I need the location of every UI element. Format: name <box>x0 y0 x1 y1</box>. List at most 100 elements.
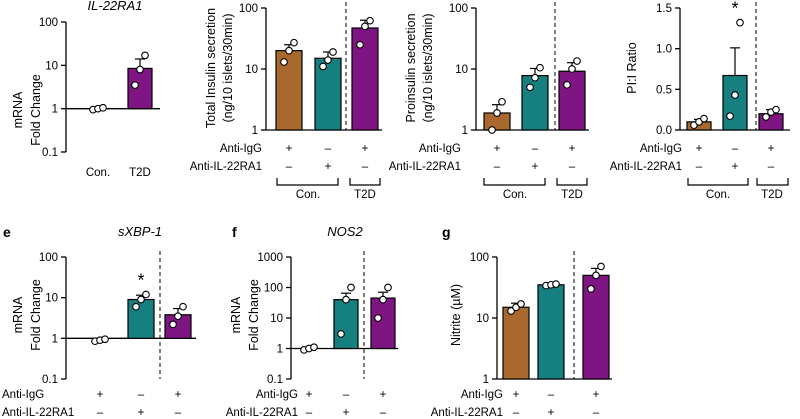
panel-a-title: IL-22RA1 <box>88 0 143 13</box>
panel-c-row-label-1: Anti-IL-22RA1 <box>389 161 461 173</box>
panel-g-mark-1-1: + <box>548 407 555 419</box>
panel-c-mark-0-1: – <box>532 143 539 155</box>
panel-c-ylabel-line1: Proinsulin secretion <box>404 13 418 122</box>
panel-b-group-con: Con. <box>296 189 320 201</box>
panel-c-point <box>531 73 539 82</box>
panel-e-mark-0-1: – <box>138 389 145 401</box>
panel-f-point <box>379 295 387 304</box>
panel-b-plot: 1 10 100 <box>239 2 382 137</box>
panel-b-bracket-t2d <box>349 178 381 186</box>
panel-c-point <box>536 63 544 72</box>
panel-e-point <box>174 312 182 321</box>
panel-a: IL-22RA1 mRNA Fold Change 0.1 1 10 100 Con.… <box>11 0 160 179</box>
panel-c-mark-0-2: + <box>569 143 576 155</box>
panel-c-point <box>573 57 581 65</box>
panel-d-significance-star: * <box>731 0 738 19</box>
panel-d-bar-1 <box>722 74 748 131</box>
panel-c-point <box>568 65 576 73</box>
panel-c-ytick-label: 1 <box>462 125 468 137</box>
panel-a-point <box>131 81 139 89</box>
panel-c-ylabel-line2: (ng/10 islets/30min) <box>421 13 435 122</box>
panel-b-bracket-con <box>276 178 339 186</box>
panel-b-point <box>329 48 337 56</box>
panel-f-mark-0-2: + <box>380 389 387 401</box>
panel-c-group-t2d: T2D <box>561 189 583 201</box>
panel-a-ytick-label: 10 <box>45 60 58 72</box>
panel-d-point <box>700 114 708 123</box>
panel-b-mark-1-0: – <box>286 161 293 173</box>
panel-e-ytick-label: 1 <box>52 333 58 345</box>
panel-d-mark-1-0: – <box>696 161 703 173</box>
panel-e-mark-0-2: + <box>175 389 182 401</box>
panel-g: g Nitrite (µM) 1 10 100 Anti-IgG Anti-IL-2… <box>431 224 612 419</box>
panel-g-mark-1-2: – <box>593 407 600 419</box>
panel-g-point <box>517 300 525 308</box>
panel-e-point <box>142 290 150 299</box>
panel-d-bracket-con <box>687 178 749 186</box>
panel-a-plot: 0.1 1 10 100 <box>39 17 160 159</box>
panel-a-ytick-label: 0.1 <box>42 147 58 159</box>
panel-d-point <box>736 18 744 27</box>
panel-f-ytick-label: 100 <box>264 283 283 295</box>
panel-b-bar-1 <box>314 57 342 131</box>
panel-g-bar-1 <box>537 284 565 380</box>
panel-f-point <box>342 295 350 304</box>
panel-g-ytick-label: 1 <box>483 374 489 386</box>
panel-g-row-label-1: Anti-IL-22RA1 <box>431 407 503 419</box>
panel-e-ytick-label: 100 <box>39 252 58 264</box>
panel-g-ylabel: Nitrite (µM) <box>449 284 463 346</box>
panel-f-row-label-1: Anti-IL-22RA1 <box>226 407 298 419</box>
panel-e-significance-star: * <box>137 270 144 290</box>
panel-f: f NOS2 mRNA Fold Change 0.1 1 10 100 1000 An… <box>226 224 398 419</box>
panel-c-bar-2 <box>558 70 586 131</box>
panel-e-point <box>132 302 140 311</box>
panel-a-ylabel-line1: mRNA <box>11 91 25 128</box>
panel-e: e sXBP-1 mRNA Fold Change 0.1 1 10 100 * Ant… <box>2 224 196 419</box>
panel-d-mark-0-1: – <box>732 143 739 155</box>
panel-c-point <box>493 109 501 117</box>
panel-b-ytick-label: 100 <box>239 3 258 15</box>
panel-f-row-label-0: Anti-IgG <box>256 389 298 401</box>
panel-b-point <box>361 22 369 31</box>
panel-f-point <box>347 283 355 292</box>
panel-f-ytick-label: 1 <box>277 344 283 356</box>
panel-d-mark-1-1: + <box>732 161 739 173</box>
panel-d-point <box>772 105 780 114</box>
panel-g-bar-0 <box>502 306 530 380</box>
panel-d-ytick-label: 0.0 <box>656 125 672 137</box>
panel-d-plot: 0.0 0.5 1.0 1.5 * <box>656 0 790 137</box>
panel-b-mark-1-1: + <box>325 161 332 173</box>
panel-letter-g: g <box>442 224 451 240</box>
panel-g-ytick-label: 10 <box>476 313 489 325</box>
panel-d-point <box>762 113 770 121</box>
panel-g-bar-2 <box>582 274 610 380</box>
panel-d-mark-0-2: + <box>768 143 775 155</box>
panel-c-bar-1 <box>521 74 549 131</box>
panel-a-point <box>99 103 107 112</box>
panel-d-bracket-t2d <box>756 178 789 186</box>
panel-c-point <box>488 126 496 134</box>
panel-b-group-t2d: T2D <box>354 189 376 201</box>
panel-e-mark-1-2: – <box>175 407 182 419</box>
panel-c: Proinsulin secretion (ng/10 islets/30min… <box>389 2 589 201</box>
panel-f-mark-1-1: + <box>343 407 350 419</box>
panel-e-point <box>179 302 187 311</box>
panel-b-point <box>366 16 374 25</box>
panel-a-xtick-con: Con. <box>86 167 110 179</box>
panel-e-ylabel-line1: mRNA <box>11 296 25 333</box>
panel-g-mark-0-1: – <box>548 389 555 401</box>
panel-f-mark-0-0: + <box>306 389 313 401</box>
panel-g-mark-0-2: + <box>593 389 600 401</box>
panel-g-row-label-0: Anti-IgG <box>461 389 503 401</box>
panel-d-ytick-label: 0.5 <box>656 84 672 96</box>
panel-c-group-con: Con. <box>503 189 527 201</box>
panel-a-ytick-label: 1 <box>52 104 58 116</box>
panel-e-row-label-1: Anti-IL-22RA1 <box>2 407 74 419</box>
panel-b-ylabel-line2: (ng/10 islets/30min) <box>221 13 235 122</box>
panel-f-bar-1 <box>333 299 359 350</box>
panel-g-mark-0-0: + <box>513 389 520 401</box>
panel-b-bar-2 <box>351 27 379 131</box>
panel-a-xtick-t2d: T2D <box>129 167 151 179</box>
panel-f-point <box>337 330 345 338</box>
